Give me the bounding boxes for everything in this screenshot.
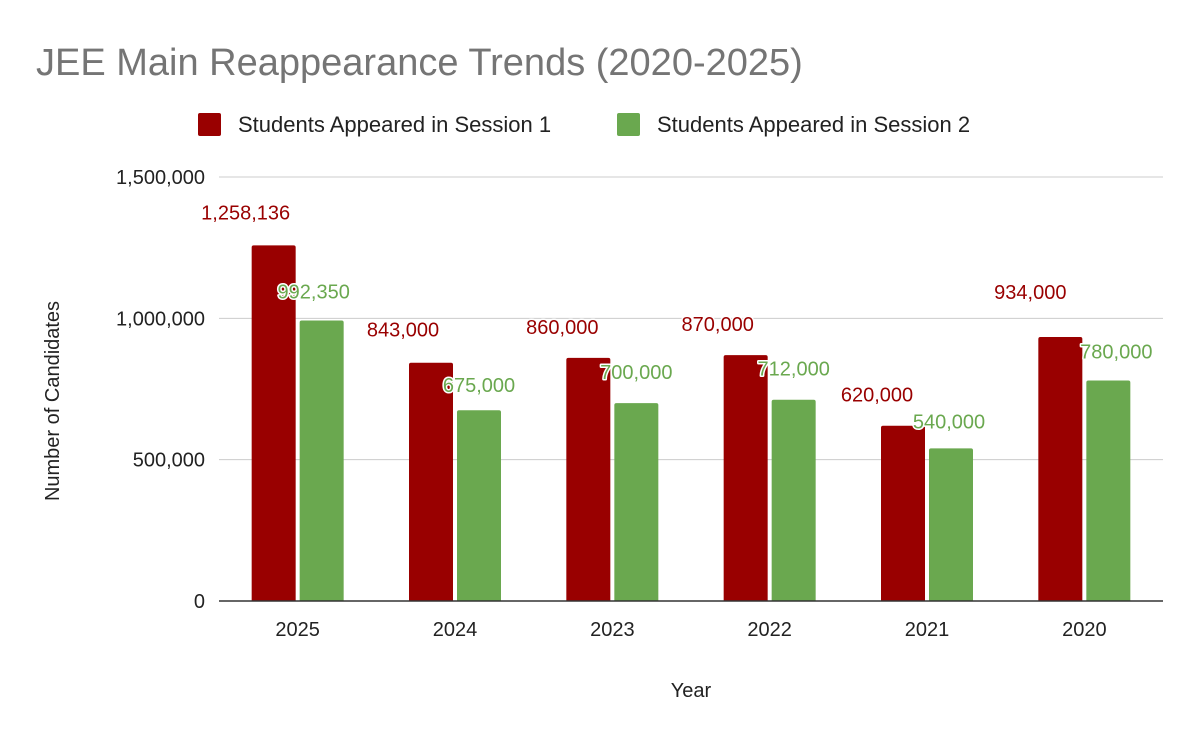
data-label-session-2: 780,000 [1080,342,1152,364]
bar-session-2 [457,410,501,601]
bar-session-2 [299,320,344,601]
y-tick-label: 500,000 [133,450,205,472]
x-tick-label: 2024 [433,619,478,641]
data-label-session-1: 860,000 [526,317,598,339]
y-tick-label: 1,500,000 [116,167,205,189]
bar-session-1 [409,362,453,601]
data-label-session-2: 540,000 [913,411,985,433]
bar-session-2 [614,403,659,601]
y-axis-ticks: 0 500,000 1,000,000 1,500,000 [116,167,205,613]
bar-session-2 [1086,380,1131,601]
y-tick-label: 0 [194,591,205,613]
data-label-session-2: 992,350 [278,281,350,303]
data-label-session-1: 870,000 [682,314,754,336]
bar-session-1 [251,245,296,602]
x-axis-title: Year [671,680,712,702]
x-tick-label: 2023 [590,619,635,641]
gridlines [219,176,1163,461]
bars [251,245,1131,602]
data-labels: 1,258,136 992,350 843,000 675,000 860,000 700… [200,201,1154,435]
bar-session-1 [723,355,768,601]
bar-session-2 [771,399,816,601]
bar-session-1 [566,357,611,601]
bar-session-2 [929,448,973,601]
data-label-session-1: 1,258,136 [201,202,290,224]
legend: Students Appeared in Session 1 Students … [198,112,970,137]
y-axis-title: Number of Candidates [42,301,64,501]
x-tick-label: 2022 [747,619,792,641]
legend-label-session-2: Students Appeared in Session 2 [657,112,970,137]
legend-swatch-session-1 [198,113,221,136]
data-label-session-2: 712,000 [758,359,830,381]
data-label-session-2: 675,000 [443,375,515,397]
chart-title: JEE Main Reappearance Trends (2020-2025) [36,42,803,84]
data-label-session-1: 843,000 [367,320,439,342]
bar-session-1 [881,425,925,601]
y-tick-label: 1,000,000 [116,308,205,330]
legend-label-session-1: Students Appeared in Session 1 [238,112,551,137]
x-tick-label: 2021 [905,619,950,641]
legend-swatch-session-2 [617,113,640,136]
data-label-session-2: 700,000 [600,362,672,384]
x-tick-label: 2020 [1062,619,1107,641]
x-axis-ticks: 2025 2024 2023 2022 2021 2020 [275,619,1106,641]
bar-session-1 [1038,336,1083,601]
x-tick-label: 2025 [275,619,320,641]
data-label-session-1: 934,000 [994,282,1066,304]
data-label-session-1: 620,000 [841,385,913,407]
